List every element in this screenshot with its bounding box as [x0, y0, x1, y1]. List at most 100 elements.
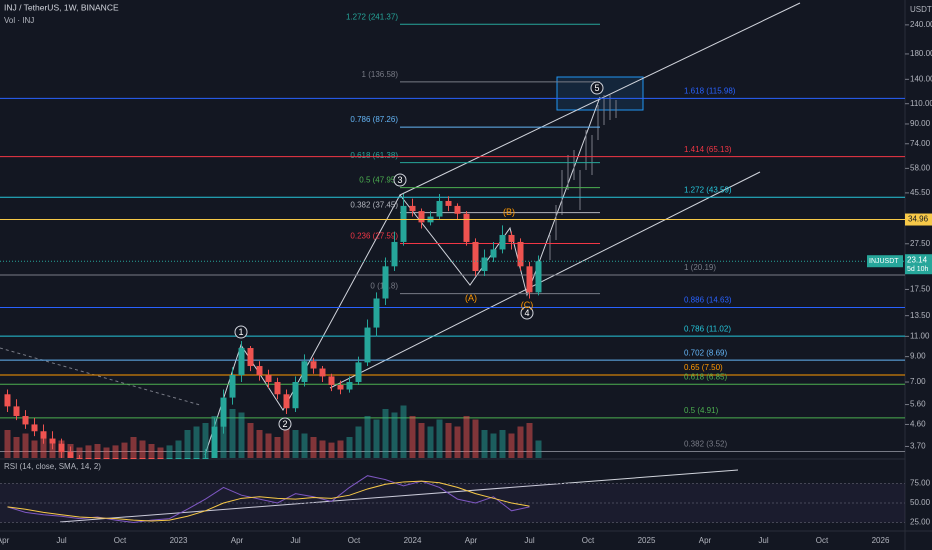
- candle-body: [346, 382, 353, 390]
- volume-bar: [319, 440, 326, 458]
- rsi-trend: [59, 469, 739, 523]
- candle-body: [148, 458, 155, 459]
- candle-body: [256, 366, 263, 376]
- wave-label: 2: [282, 419, 287, 429]
- candle-body: [517, 241, 524, 267]
- x-tick-label: Jul: [56, 536, 66, 545]
- volume-bar: [364, 416, 371, 458]
- marked-label: 34.96: [908, 215, 929, 224]
- volume-bar: [499, 430, 506, 458]
- fib-label: 0.236 (27.59): [350, 232, 398, 241]
- wave-label: (C): [521, 300, 534, 310]
- volume-bar: [436, 419, 443, 458]
- candle-body: [535, 261, 542, 293]
- x-tick-label: 2025: [638, 536, 656, 545]
- volume-bar: [301, 433, 308, 458]
- y-tick-label: 9.00: [910, 352, 926, 361]
- candle-body: [49, 438, 56, 444]
- symbol-tag: [867, 255, 903, 268]
- marked-tag: [905, 213, 932, 226]
- volume-bar: [292, 430, 299, 458]
- candle-body: [391, 241, 398, 267]
- volume-bar: [157, 447, 164, 458]
- candle-body: [274, 382, 281, 395]
- x-tick-label: Jul: [290, 536, 300, 545]
- volume-bar: [526, 423, 533, 458]
- x-tick-label: Apr: [0, 536, 10, 545]
- volume-bar: [238, 412, 245, 458]
- wave-circle: [520, 306, 534, 320]
- x-tick-label: Oct: [816, 536, 829, 545]
- fib-label: 0.886 (14.63): [684, 296, 732, 305]
- candle-body: [418, 211, 425, 223]
- x-tick-label: Apr: [465, 536, 478, 545]
- wave-label: 1: [238, 327, 243, 337]
- x-tick-label: 2024: [404, 536, 422, 545]
- volume-bar: [373, 419, 380, 458]
- volume-bar: [517, 426, 524, 458]
- candle-body: [373, 298, 380, 328]
- volume-bar: [130, 437, 137, 458]
- y-tick-label: 74.00: [910, 139, 931, 148]
- candle-body: [364, 327, 371, 363]
- candle-body: [328, 376, 335, 385]
- y-tick-label: 11.00: [910, 331, 930, 340]
- last-price-tag: [905, 254, 932, 275]
- wave-circle: [590, 81, 604, 95]
- fib-label: 1.414 (65.13): [684, 145, 732, 154]
- x-tick-label: Oct: [348, 536, 361, 545]
- candle-body: [193, 458, 200, 459]
- volume-bar: [229, 409, 236, 458]
- wave-label: 3: [397, 175, 402, 185]
- volume-bar: [418, 423, 425, 458]
- candle-body: [283, 394, 290, 409]
- x-tick-label: 2023: [170, 536, 188, 545]
- rsi-label: RSI (14, close, SMA, 14, 2): [4, 462, 101, 471]
- channel-lower: [329, 171, 761, 389]
- volume-bar: [121, 442, 128, 458]
- volume-bar: [4, 430, 11, 458]
- wave-circle: [234, 325, 248, 339]
- candle-body: [22, 416, 29, 425]
- projection: [549, 95, 617, 260]
- candle-body: [139, 458, 146, 459]
- candle-body: [310, 361, 317, 369]
- volume-bar: [265, 433, 272, 458]
- rsi-tick-label: 25.00: [910, 518, 931, 527]
- y-tick-label: 180.00: [910, 49, 932, 58]
- volume-bar: [13, 437, 20, 458]
- candle-body: [157, 458, 164, 459]
- volume-bar: [463, 416, 470, 458]
- rsi-sma: [7, 480, 530, 522]
- y-tick-label: 240.00: [910, 20, 932, 29]
- volume-bar: [76, 447, 83, 458]
- volume-bar: [508, 433, 515, 458]
- volume-bar: [112, 445, 119, 458]
- volume-bar: [220, 419, 227, 458]
- x-tick-label: Oct: [582, 536, 595, 545]
- candle-body: [292, 382, 299, 409]
- volume-bar: [85, 445, 92, 458]
- volume-bar: [31, 440, 38, 458]
- volume-bar: [535, 440, 542, 458]
- y-tick-label: 5.60: [910, 400, 926, 409]
- wave-label: 5: [594, 83, 599, 93]
- volume-bar: [472, 419, 479, 458]
- volume-bar: [184, 430, 191, 458]
- candle-body: [490, 249, 497, 258]
- candle-body: [265, 375, 272, 383]
- candle-body: [499, 234, 506, 250]
- candle-body: [229, 375, 236, 398]
- volume-bar: [49, 444, 56, 458]
- candle-body: [454, 205, 461, 214]
- candle-body: [220, 397, 227, 427]
- candle-body: [103, 458, 110, 459]
- candle-body: [202, 458, 209, 459]
- volume-bar: [274, 437, 281, 458]
- volume-bar: [94, 444, 101, 458]
- fib-label: 0.5 (47.95): [359, 176, 398, 185]
- candle-body: [472, 241, 479, 272]
- candle-body: [184, 458, 191, 459]
- y-tick-label: 58.00: [910, 163, 931, 172]
- candle-body: [463, 213, 470, 242]
